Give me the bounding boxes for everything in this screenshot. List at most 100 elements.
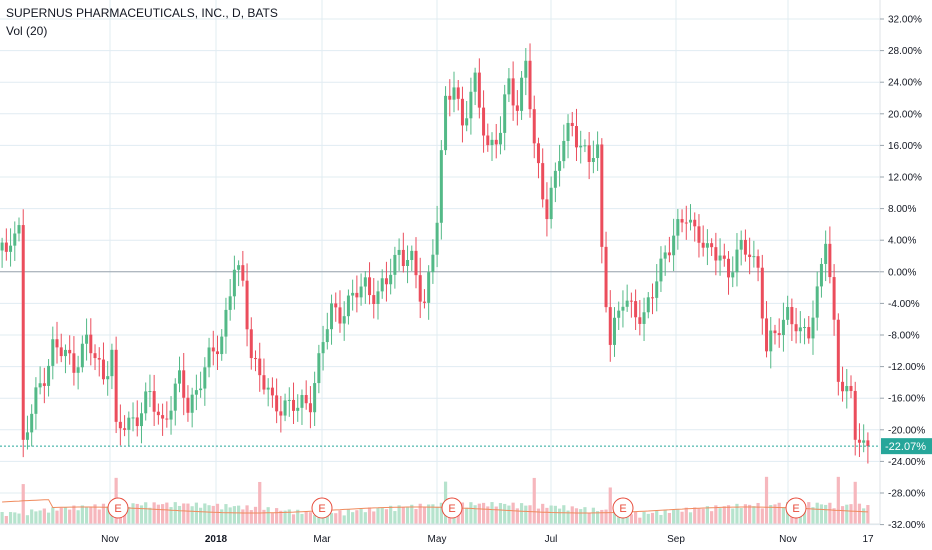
volume-bar <box>287 509 291 524</box>
volume-bar <box>781 507 786 524</box>
volume-bar <box>591 507 595 524</box>
volume-bar <box>42 508 46 524</box>
volume-bar <box>249 510 253 524</box>
candle-body <box>25 432 29 440</box>
candle-body <box>752 256 756 258</box>
y-tick-label: -32.00% <box>888 520 925 531</box>
candle-body <box>325 329 329 343</box>
candle-body <box>494 139 498 145</box>
volume-bar <box>722 506 726 524</box>
candle-body <box>490 139 494 146</box>
candle-body <box>266 387 270 390</box>
candle-body <box>574 126 578 148</box>
x-axis: Nov 2018 Mar May Jul Sep Nov 17 <box>0 523 880 545</box>
candle-body <box>600 144 604 247</box>
candle-body <box>254 358 258 360</box>
volume-bar <box>705 506 710 524</box>
y-tick-label: 12.00% <box>888 173 922 184</box>
candle-body <box>72 353 76 373</box>
volume-bar <box>283 510 287 524</box>
volume-bar <box>465 507 469 524</box>
candle-body <box>608 307 612 345</box>
candle-body <box>68 349 72 354</box>
candle-body <box>401 249 405 266</box>
volume-bar <box>777 502 781 524</box>
volume-bar <box>97 509 101 524</box>
candle-body <box>697 226 701 243</box>
volume-bar <box>688 512 693 524</box>
volume-bar <box>220 509 224 524</box>
earnings-circle <box>311 497 333 519</box>
candle-body <box>156 411 160 416</box>
candle-body <box>587 145 591 162</box>
earnings-label: E <box>114 503 121 515</box>
volume-bar <box>726 505 731 524</box>
candle-body <box>13 233 17 246</box>
volume-bar <box>76 510 80 524</box>
volume-bar <box>8 512 13 524</box>
volume-bar <box>431 504 435 524</box>
candle-body <box>59 347 63 357</box>
volume-bar <box>849 504 853 524</box>
candle-body <box>760 267 764 319</box>
volume-bar <box>642 511 646 524</box>
volume-bar <box>697 508 701 524</box>
candle-body <box>418 275 422 302</box>
volume-bar <box>625 512 629 524</box>
volume-bar <box>329 513 334 524</box>
volume-bar <box>545 507 549 524</box>
candle-body <box>118 421 122 429</box>
candle-body <box>397 249 401 255</box>
volume-ma-line <box>2 499 868 514</box>
y-tick-label: 8.00% <box>888 204 916 215</box>
candle-body <box>338 307 342 324</box>
candle-body <box>380 278 384 292</box>
volume-bar <box>828 502 832 524</box>
candle-body <box>811 317 815 339</box>
volume-bar <box>253 506 258 524</box>
candle-body <box>612 317 616 345</box>
candle-body <box>334 303 338 308</box>
volume-bar <box>177 505 182 524</box>
volume-bar <box>743 504 748 524</box>
volume-bar <box>752 506 756 524</box>
candle-body <box>9 245 13 252</box>
candle-body <box>684 222 688 224</box>
volume-bar <box>748 504 752 524</box>
candle-body <box>300 395 304 408</box>
candle-body <box>743 239 747 255</box>
candle-body <box>330 303 334 330</box>
volume-bar <box>612 509 617 524</box>
candle-body <box>545 199 549 220</box>
volume-bar <box>17 513 21 524</box>
candle-body <box>570 122 574 127</box>
candle-body <box>376 291 380 305</box>
volume-bar <box>296 509 300 524</box>
volume-bar <box>676 509 680 524</box>
volume-bar <box>503 503 507 524</box>
volume-bar <box>524 505 528 524</box>
candle-body <box>30 413 34 433</box>
earnings-marker: E <box>612 497 634 519</box>
x-tick-label: 2018 <box>205 534 228 545</box>
volume-bar <box>224 504 228 524</box>
candle-body <box>313 383 317 413</box>
candle-body <box>384 278 388 285</box>
candle-body <box>165 418 169 420</box>
volume-bar <box>160 504 165 524</box>
volume-bar <box>718 508 722 524</box>
volume-bar <box>215 503 220 524</box>
candle-body <box>47 365 51 386</box>
candle-body <box>790 307 794 325</box>
volume-bar <box>173 502 177 524</box>
candle-body <box>773 330 777 334</box>
candle-body <box>629 300 633 302</box>
volume-bar <box>481 502 486 524</box>
volume-bar <box>321 516 325 524</box>
candle-body <box>114 349 118 422</box>
candle-body <box>317 353 321 384</box>
x-tick-label: Sep <box>667 534 685 545</box>
volume-bar <box>646 513 650 524</box>
volume-bar <box>291 514 296 524</box>
volume-bar <box>693 507 697 524</box>
